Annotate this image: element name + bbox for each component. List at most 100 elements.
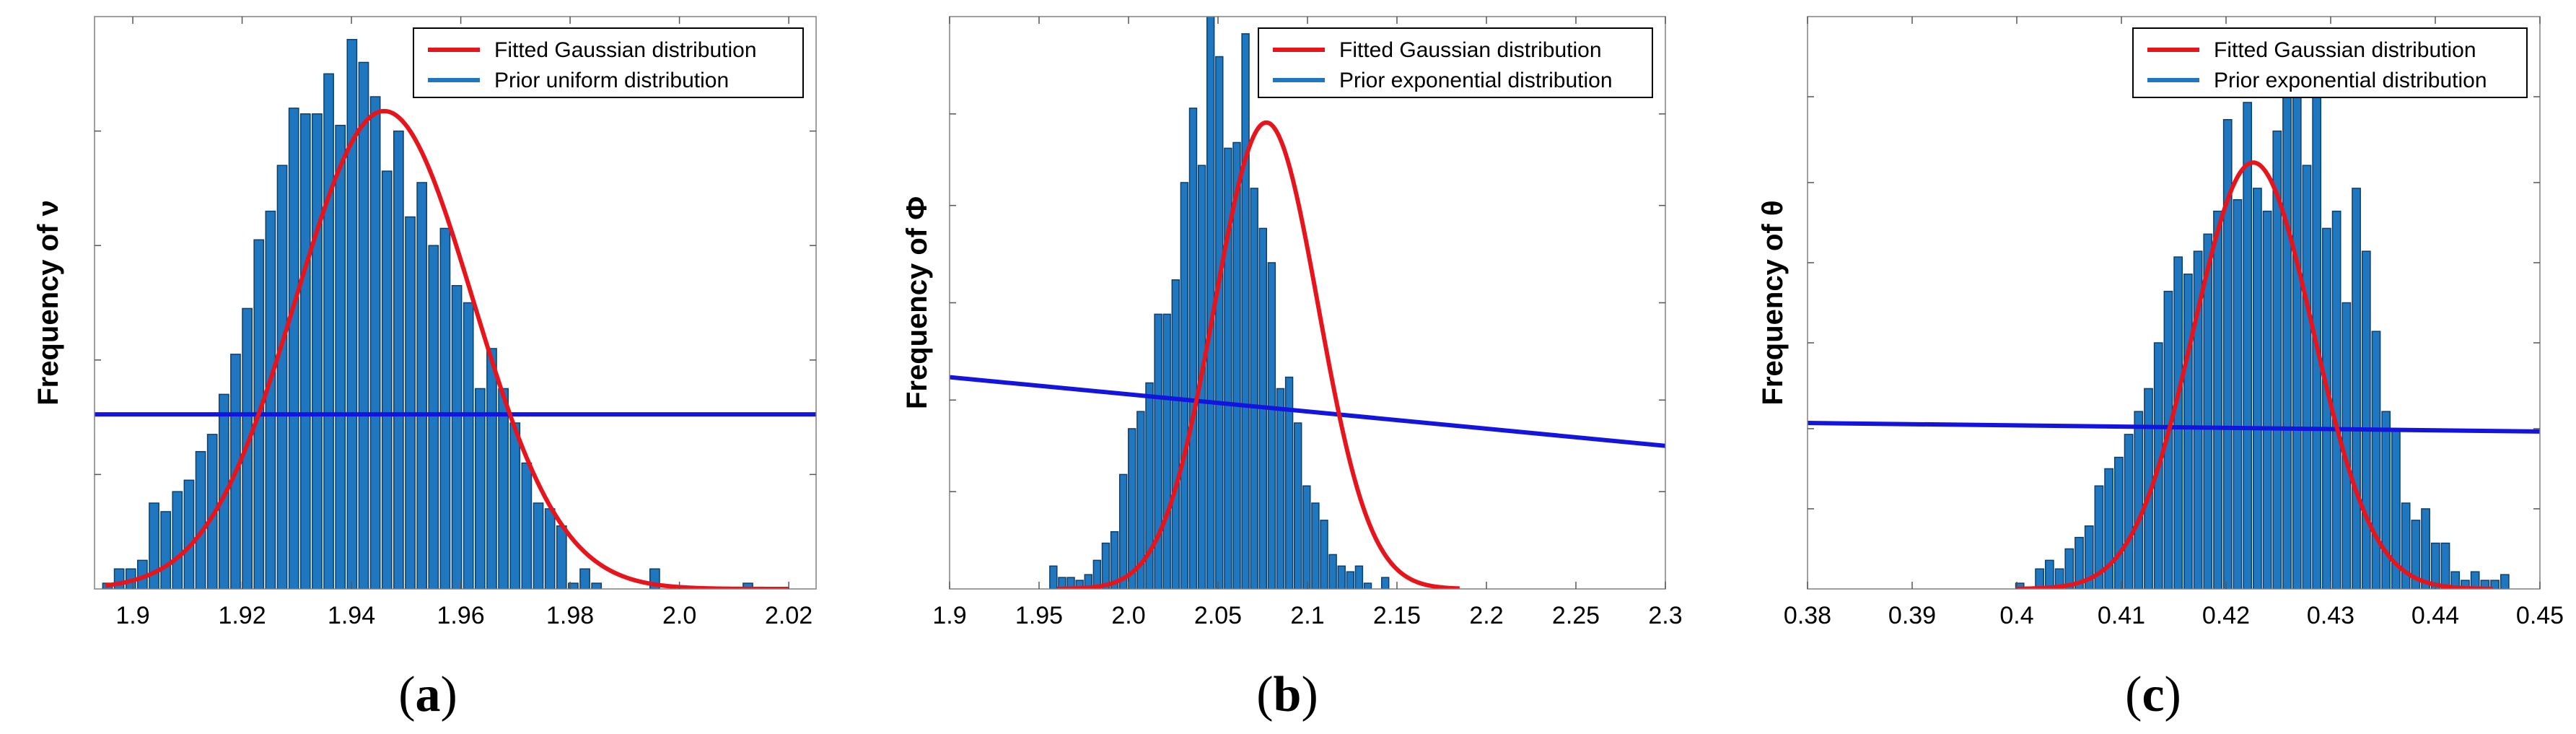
histogram-bar — [346, 38, 358, 589]
histogram-bar — [2213, 210, 2222, 589]
histogram-bar — [1215, 56, 1224, 589]
histogram-bar — [2243, 102, 2253, 589]
x-tick-label: 2.02 — [765, 602, 812, 629]
fitted-gaussian-curve — [2015, 160, 2493, 589]
histogram-bar — [428, 245, 439, 589]
histogram-bar — [579, 568, 590, 589]
prior-distribution-line — [950, 375, 1665, 448]
histogram-bar — [2222, 118, 2233, 589]
histogram-bar — [369, 96, 381, 589]
x-tick-label: 2.15 — [1373, 602, 1421, 629]
x-tick-label: 2.05 — [1194, 602, 1242, 629]
plot-frame — [1807, 16, 2541, 590]
histogram-bar — [1241, 33, 1250, 589]
histogram-bar — [1206, 17, 1215, 589]
x-tick-label: 0.38 — [1784, 602, 1831, 629]
histogram-bar — [2054, 568, 2064, 589]
histogram-bar — [1294, 422, 1302, 589]
histogram-bar — [2421, 508, 2430, 589]
histogram-bar — [1250, 188, 1258, 589]
histogram-bar — [2173, 256, 2183, 589]
histogram-bar — [172, 491, 183, 589]
histogram-bar — [393, 130, 404, 589]
legend-entry: Prior exponential distribution — [2214, 69, 2487, 92]
x-tick-label: 2.0 — [1111, 602, 1145, 629]
histogram-bar — [2044, 559, 2054, 589]
histogram-bar — [2113, 456, 2124, 589]
chart-panel-c: 0.38 0.39 0.4 0.41 0.42 0.43 0.44 0.45 Frequency… — [1757, 16, 2564, 722]
histogram-bar — [2262, 210, 2272, 589]
histogram-bar — [2104, 468, 2113, 589]
x-tick-label: 0.41 — [2098, 602, 2145, 629]
histogram-bar — [2440, 542, 2450, 589]
histogram-bar — [2094, 485, 2104, 589]
legend-entry: Fitted Gaussian distribution — [1339, 38, 1602, 62]
histogram-bar — [1381, 577, 1390, 589]
histogram-bar — [2352, 188, 2361, 589]
histogram-bar — [2183, 274, 2193, 589]
x-tick-label: 0.45 — [2516, 602, 2564, 629]
histogram-bar — [2233, 199, 2243, 589]
fitted-gaussian-curve — [105, 108, 789, 589]
legend-entry: Prior exponential distribution — [1339, 69, 1613, 92]
histogram-bar — [2203, 233, 2213, 589]
histogram-bar — [299, 113, 311, 589]
x-tick-label: 2.2 — [1469, 602, 1503, 629]
histogram-bar — [2134, 411, 2144, 589]
histogram-bar — [2075, 536, 2084, 589]
histogram-bar — [742, 582, 753, 589]
histogram-bar — [195, 450, 206, 589]
histogram-bar — [381, 170, 393, 589]
histogram-bar — [509, 422, 521, 589]
histogram-bar — [1066, 577, 1075, 589]
legend-box — [2132, 27, 2528, 98]
histogram-bar — [1180, 182, 1189, 589]
chart-panel-b: 1.9 1.95 2.0 2.05 2.1 2.15 2.2 2.25 2.3 Frequency… — [901, 16, 1683, 722]
histogram-bar — [335, 124, 346, 589]
histogram-bar — [160, 511, 172, 589]
x-tick-label: 1.92 — [218, 602, 266, 629]
histogram-bar — [1363, 582, 1372, 589]
x-tick-label: 0.43 — [2307, 602, 2354, 629]
legend: Fitted Gaussian distribution Prior unifor… — [413, 27, 804, 98]
histogram-bar — [2124, 434, 2134, 589]
histogram-bar — [2500, 574, 2510, 589]
histogram-bar — [1311, 502, 1320, 589]
histogram-bar — [1101, 542, 1110, 589]
histogram-bar — [2292, 44, 2302, 589]
histogram-bar — [416, 182, 428, 589]
histogram-bar — [486, 348, 497, 589]
histogram-bar — [2035, 568, 2044, 589]
histogram-bar — [1171, 279, 1180, 589]
histogram-bar — [1128, 428, 1136, 589]
histogram-bar — [1110, 530, 1119, 589]
histogram-bar — [2361, 250, 2371, 589]
histogram-bar — [2371, 331, 2381, 589]
histogram-bar — [2381, 411, 2391, 589]
y-axis-label: Frequency of θ — [1757, 201, 1789, 406]
histogram-bar — [498, 388, 509, 589]
x-tick-label: 1.9 — [932, 602, 966, 629]
legend-box — [1258, 27, 1653, 98]
histogram-bar — [288, 108, 299, 589]
histogram-bar — [1188, 108, 1198, 589]
x-tick-label: 0.44 — [2411, 602, 2459, 629]
histogram-bar — [1049, 565, 1058, 589]
fitted-gaussian-curve — [1056, 120, 1460, 589]
histogram-bar — [1154, 313, 1162, 589]
legend: Fitted Gaussian distribution Prior expone… — [2132, 27, 2528, 98]
histogram-bar — [2322, 227, 2331, 589]
chart-panel-a: 1.9 1.92 1.94 1.96 1.98 2.0 2.02 Frequency of ν… — [32, 16, 817, 722]
x-tick-label: 1.98 — [546, 602, 594, 629]
legend-entry: Fitted Gaussian distribution — [2214, 38, 2476, 62]
histogram-bar — [568, 582, 579, 589]
x-tick-label: 1.94 — [328, 602, 375, 629]
x-tick-label: 0.4 — [1999, 602, 2033, 629]
histogram-bar — [556, 525, 567, 589]
histogram-bar — [358, 61, 369, 589]
histogram-bar — [1328, 554, 1337, 589]
histogram-bar — [2302, 165, 2312, 589]
legend: Fitted Gaussian distribution Prior expone… — [1258, 27, 1653, 98]
prior-distribution-line — [1808, 421, 2540, 434]
